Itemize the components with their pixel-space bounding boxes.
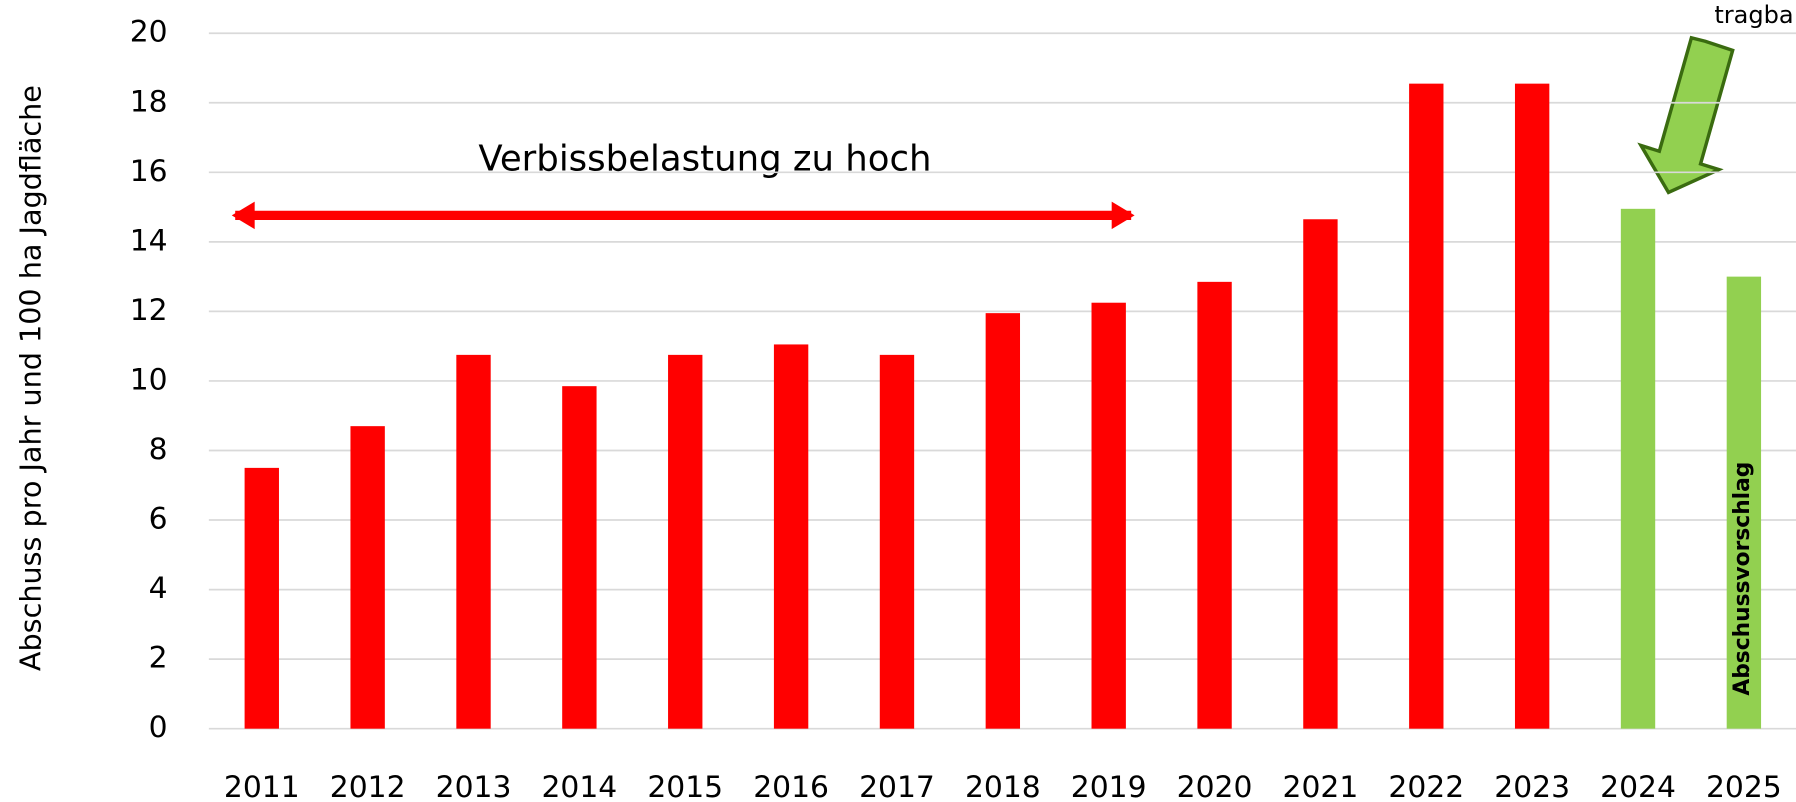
x-tick-label: 2022 — [1388, 770, 1464, 802]
y-tick-label: 10 — [130, 362, 168, 397]
y-tick-label: 18 — [130, 84, 168, 119]
y-tick-label: 12 — [130, 293, 168, 328]
y-tick-label: 2 — [149, 641, 168, 676]
bar — [1197, 281, 1232, 729]
range-arrow-head — [1111, 201, 1135, 230]
x-tick-label: 2012 — [330, 770, 406, 802]
bar — [1514, 83, 1550, 729]
bar — [1303, 219, 1338, 729]
x-tick-label: 2019 — [1071, 770, 1147, 802]
y-tick-label: 20 — [130, 15, 168, 50]
bar — [1620, 208, 1656, 729]
range-arrow-head — [231, 201, 255, 230]
y-tick-label: 0 — [149, 710, 168, 745]
bar — [244, 467, 279, 729]
x-tick-label: 2015 — [647, 770, 723, 802]
bar — [1409, 83, 1444, 729]
bar — [1091, 302, 1126, 729]
annotation: tragba — [1714, 1, 1793, 29]
x-tick-label: 2024 — [1600, 770, 1676, 802]
bar — [773, 344, 809, 729]
y-tick-label: 8 — [149, 432, 168, 467]
y-tick-label: 4 — [149, 571, 168, 606]
x-tick-label: 2021 — [1283, 770, 1359, 802]
bar — [668, 354, 703, 729]
y-axis-label: Abschuss pro Jahr und 100 ha Jagdfläche — [13, 85, 47, 671]
y-tick-label: 14 — [130, 223, 168, 258]
bar — [350, 426, 385, 729]
pointer-arrow — [1637, 35, 1735, 195]
bar — [562, 386, 597, 729]
y-tick-label: 6 — [149, 502, 168, 537]
x-tick-label: 2020 — [1177, 770, 1253, 802]
annotation: Verbissbelastung zu hoch — [478, 138, 931, 179]
y-tick-label: 16 — [130, 154, 168, 189]
x-tick-label: 2023 — [1494, 770, 1570, 802]
x-tick-label: 2017 — [859, 770, 935, 802]
bar — [879, 354, 915, 729]
bar — [1726, 276, 1762, 729]
x-tick-label: 2018 — [965, 770, 1041, 802]
x-tick-label: 2025 — [1706, 770, 1782, 802]
bar — [456, 354, 491, 729]
x-tick-label: 2014 — [541, 770, 617, 802]
x-tick-label: 2016 — [753, 770, 829, 802]
bar — [985, 313, 1021, 729]
x-tick-label: 2011 — [224, 770, 300, 802]
bar-annotation: Abschussvorschlag — [1730, 462, 1755, 696]
x-tick-label: 2013 — [436, 770, 512, 802]
